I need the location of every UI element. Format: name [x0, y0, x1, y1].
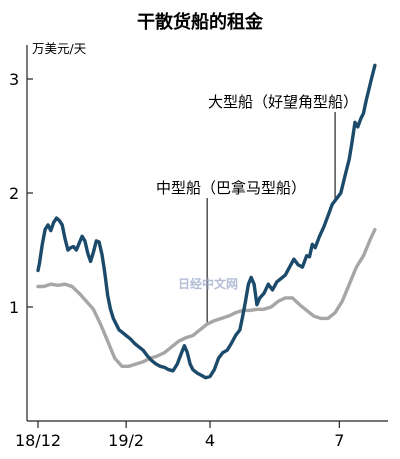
- axis-layer: [26, 45, 388, 422]
- y-tick-label: 3: [9, 70, 19, 89]
- chart-title: 干散货船的租金: [137, 11, 264, 33]
- series-layer: [36, 63, 377, 380]
- panamax-series-label: 中型船（巴拿马型船）: [156, 179, 306, 197]
- watermark: 日经中文网: [178, 276, 238, 291]
- panamax-rate-line: [36, 227, 377, 368]
- x-tick-label: 7: [334, 431, 344, 450]
- x-tick-label: 19/2: [108, 431, 144, 450]
- annotation-layer: 大型船（好望角型船） 中型船（巴拿马型船）: [156, 93, 358, 325]
- y-tick-label: 1: [9, 298, 19, 317]
- x-tick-label: 18/12: [15, 431, 61, 450]
- y-tick-label: 2: [9, 184, 19, 203]
- x-tick-layer: 18/12 19/2 4 7: [15, 421, 344, 450]
- x-tick-label: 4: [205, 431, 215, 450]
- y-tick-layer: 1 2 3: [9, 70, 33, 317]
- y-axis-unit: 万美元/天: [32, 41, 87, 56]
- cape-series-label: 大型船（好望角型船）: [208, 93, 358, 111]
- capesize-rate-line: [36, 63, 377, 380]
